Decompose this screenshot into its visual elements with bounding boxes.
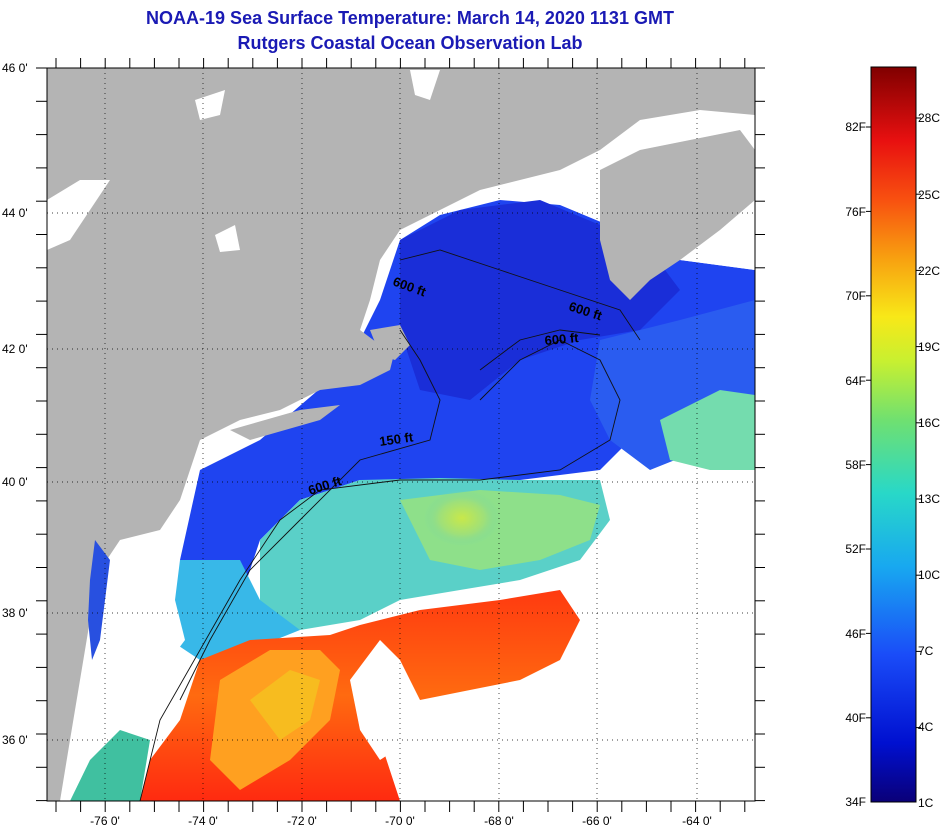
snow-patch-mid (215, 225, 240, 252)
coastal-cyan-band (170, 560, 300, 660)
cloud-patch-gulf (350, 640, 420, 760)
isobath-150ft (179, 329, 441, 701)
graticule (47, 68, 755, 801)
lat-label: 38 0' (2, 606, 28, 620)
gulf-stream-yellow (250, 670, 320, 740)
lon-label: -70 0' (385, 814, 415, 828)
lon-label: -66 0' (582, 814, 612, 828)
snow-patch-west (47, 180, 110, 250)
lat-label: 46 0' (2, 61, 28, 75)
lat-label: 42 0' (2, 342, 28, 356)
map-title: NOAA-19 Sea Surface Temperature: March 1… (146, 8, 674, 28)
isobaths (139, 249, 641, 801)
lon-label: -64 0' (682, 814, 712, 828)
isobath-600ft-gulf (399, 249, 641, 341)
contour-label: 150 ft (378, 429, 414, 449)
lon-label: -68 0' (484, 814, 514, 828)
south-coastal-water (70, 730, 150, 801)
map-subtitle: Rutgers Coastal Ocean Observation Lab (237, 33, 583, 53)
lon-label: -72 0' (287, 814, 317, 828)
lat-label: 44 0' (2, 206, 28, 220)
warm-eddy (424, 490, 500, 546)
cloud-patch-south (400, 620, 755, 801)
isobath-600ft-shelf (139, 339, 621, 801)
lon-label: -74 0' (188, 814, 218, 828)
slope-water-east (660, 390, 755, 470)
land-nova-scotia (600, 130, 755, 300)
isobath-600ft-georges (479, 329, 601, 371)
axis-ticks (36, 58, 765, 812)
snow-patch-north (195, 90, 225, 120)
lat-label: 36 0' (2, 733, 28, 747)
map-content (47, 68, 755, 801)
cloud-patch-east (600, 470, 755, 600)
lon-label: -76 0' (90, 814, 120, 828)
chesapeake-bay (88, 540, 110, 660)
lat-label: 40 0' (2, 475, 28, 489)
snow-patch-ne (410, 70, 440, 100)
land-long-island (230, 405, 340, 440)
contour-label: 600 ft (544, 330, 580, 348)
delaware-bay-cloud (115, 580, 185, 665)
